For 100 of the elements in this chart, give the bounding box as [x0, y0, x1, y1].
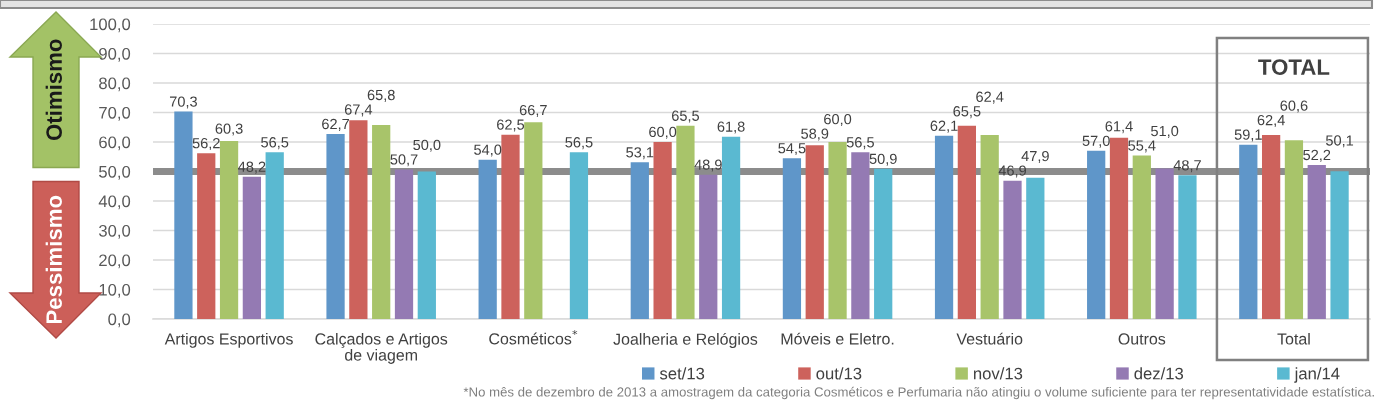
text: Otimismo	[45, 39, 62, 141]
y-tick-label: 20,0	[99, 254, 131, 269]
bar	[326, 134, 345, 319]
bar	[569, 152, 589, 319]
data-label: 47,9	[1021, 150, 1049, 163]
data-label: 62,5	[497, 119, 525, 132]
bar	[524, 122, 543, 319]
y-tick-label: 50,0	[99, 165, 131, 180]
x-tick-label: Cosméticos$^{*}$	[489, 329, 578, 345]
bar	[805, 145, 824, 319]
data-label: 60,0	[649, 126, 677, 139]
bar	[1239, 144, 1258, 319]
data-label: 55,4	[1128, 140, 1156, 153]
bar	[1087, 150, 1106, 319]
legend-label: nov/13	[973, 367, 1023, 380]
data-label: 53,1	[626, 147, 654, 160]
bar	[934, 135, 954, 319]
bar	[417, 171, 436, 319]
y-tick-label: 100,0	[90, 18, 131, 33]
bar	[1261, 134, 1281, 319]
bar	[1284, 140, 1304, 319]
data-label: 60,6	[1280, 100, 1308, 113]
y-tick-label: 90,0	[99, 47, 131, 62]
data-label: 65,5	[953, 106, 981, 119]
bar	[1330, 171, 1349, 319]
text: *No mês de dezembro de 2013 a amostragem da categoria Cosméticos e Perfumaria não atingiu o volume suficiente para ter representatividade estatística.	[463, 386, 1374, 400]
legend-label: jan/14	[1294, 367, 1340, 383]
bar	[372, 124, 391, 319]
data-label: 54,5	[778, 143, 806, 156]
data-label: 60,3	[215, 123, 243, 136]
bar	[242, 176, 262, 319]
text: Pessimismo	[45, 195, 62, 324]
legend-label: dez/13	[1134, 367, 1184, 380]
bar	[851, 152, 870, 319]
data-label: 58,9	[801, 128, 829, 141]
bar	[1132, 155, 1151, 319]
x-tick-label: Vestuário	[956, 332, 1023, 345]
data-label: 67,4	[344, 104, 373, 117]
data-label: 54,0	[474, 144, 502, 157]
bar	[219, 141, 239, 319]
data-label: 46,9	[998, 165, 1027, 178]
bar	[197, 153, 216, 319]
data-label: 50,0	[413, 139, 441, 152]
data-label: 56,2	[192, 138, 220, 151]
y-tick-label: 60,0	[99, 136, 131, 151]
x-tick-label: Joalheria e Relógios	[613, 332, 758, 348]
data-label: 57,0	[1082, 135, 1110, 148]
data-label: 56,5	[565, 137, 593, 150]
x-tick-label: Total	[1277, 332, 1310, 345]
data-label: 62,1	[930, 120, 958, 133]
bar	[1178, 175, 1197, 319]
bar	[478, 159, 497, 319]
bar	[1026, 177, 1045, 319]
bar	[828, 142, 847, 319]
bar	[394, 169, 414, 319]
legend-label: set/13	[659, 367, 705, 380]
data-label: 66,7	[519, 104, 547, 117]
bar	[501, 134, 520, 319]
data-label: 50,1	[1325, 135, 1354, 148]
bar	[349, 120, 368, 319]
bar	[653, 142, 672, 319]
x-tick-label: Móveis e Eletro.	[781, 332, 894, 345]
bar	[782, 158, 802, 319]
bar	[1155, 168, 1174, 319]
data-label: 52,2	[1303, 149, 1331, 162]
data-label: 50,9	[869, 153, 897, 166]
x-tick-label: Outros	[1118, 333, 1166, 345]
bar	[957, 125, 976, 319]
y-tick-label: 40,0	[98, 195, 131, 210]
bar	[1307, 165, 1326, 319]
data-label: 60,0	[824, 114, 852, 127]
data-label: 61,4	[1105, 121, 1133, 134]
x-tick-label: Calçados e Artigos de viagem	[315, 332, 448, 364]
x-tick-label: Artigos Esportivos	[164, 332, 293, 348]
bar	[699, 174, 718, 319]
data-label: 51,0	[1151, 125, 1179, 138]
bar	[874, 168, 893, 319]
bar	[174, 111, 193, 319]
data-label: 62,7	[322, 118, 350, 131]
bar	[721, 136, 741, 319]
data-label: 62,4	[1257, 114, 1285, 127]
bar	[630, 162, 649, 319]
data-label: 61,8	[717, 121, 745, 134]
data-label: 70,3	[169, 96, 197, 109]
data-label: 59,1	[1234, 129, 1262, 142]
bar	[1003, 180, 1022, 319]
bar	[1109, 137, 1129, 319]
bar	[676, 125, 695, 319]
data-label: 56,5	[846, 137, 874, 150]
y-tick-label: 0,0	[108, 313, 131, 328]
bar	[980, 134, 999, 319]
y-tick-label: 10,0	[99, 283, 131, 298]
data-label: 65,8	[367, 89, 395, 102]
y-tick-label: 80,0	[99, 77, 131, 92]
data-label: 65,5	[671, 110, 700, 123]
annotation: TOTAL	[1258, 59, 1330, 75]
y-tick-label: 70,0	[99, 106, 131, 121]
bar	[265, 152, 284, 319]
data-label: 50,7	[390, 154, 418, 167]
data-label: 62,4	[976, 91, 1004, 104]
